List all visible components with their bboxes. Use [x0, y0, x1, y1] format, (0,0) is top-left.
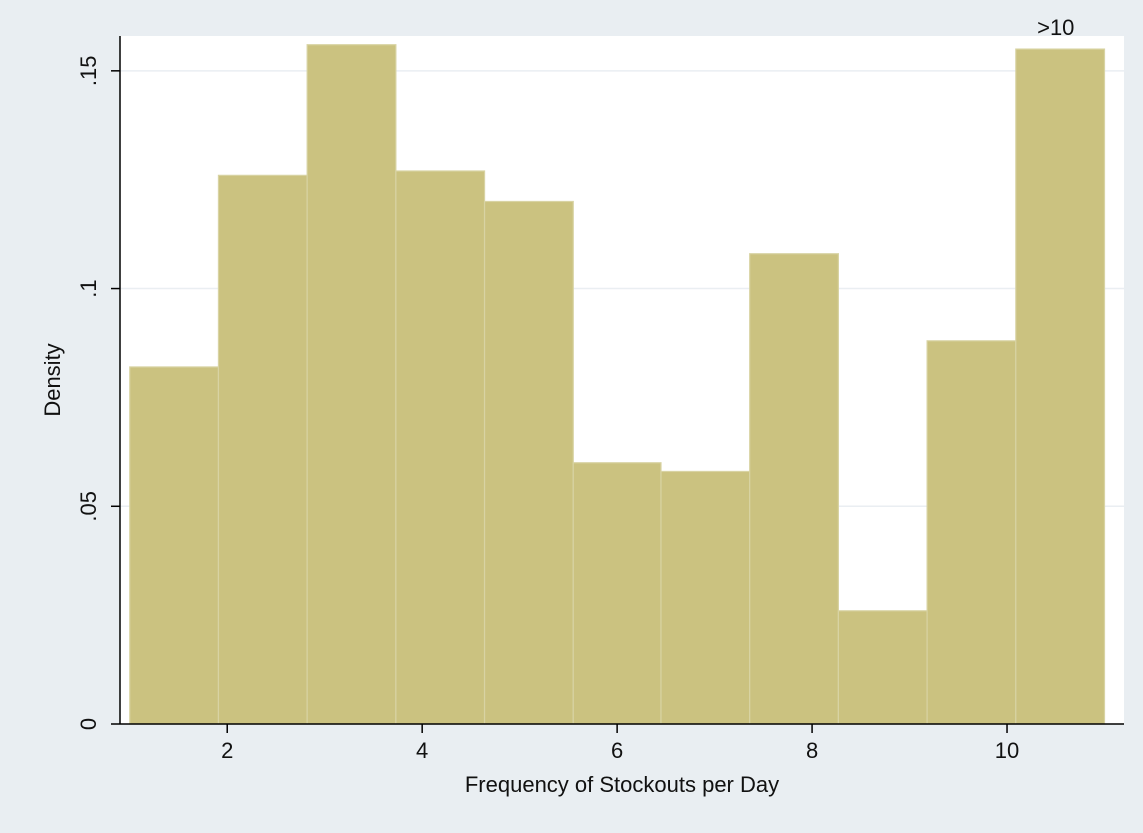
- x-axis-title: Frequency of Stockouts per Day: [465, 772, 779, 797]
- x-tick-label: 2: [221, 738, 233, 763]
- bar-6: [572, 462, 662, 725]
- bars: [129, 44, 1106, 725]
- x-tick-label: 6: [611, 738, 623, 763]
- bar-1: [129, 366, 220, 725]
- y-tick-label: 0: [76, 718, 101, 730]
- bar-annotation: >10: [1037, 15, 1074, 40]
- bar-3: [306, 44, 397, 725]
- bar-10: [926, 340, 1017, 725]
- y-tick-label: .05: [76, 491, 101, 522]
- bar-7: [660, 470, 751, 725]
- x-tick-label: 4: [416, 738, 428, 763]
- y-tick-label: .15: [76, 56, 101, 87]
- bar-9: [837, 610, 928, 725]
- bar-2: [217, 174, 308, 725]
- y-axis-title: Density: [40, 343, 65, 416]
- axes: [119, 36, 1124, 725]
- y-tick-label: .1: [76, 279, 101, 297]
- annotations: >10: [1037, 15, 1074, 40]
- bar-5: [483, 200, 574, 725]
- bar-8: [749, 253, 839, 725]
- bar-11: [1015, 48, 1106, 725]
- x-tick-label: 10: [995, 738, 1019, 763]
- x-tick-label: 8: [806, 738, 818, 763]
- y-ticks: 0 .05 .1 .15: [76, 56, 120, 730]
- x-ticks: 2 4 6 8 10: [221, 724, 1019, 763]
- bar-4: [395, 170, 486, 725]
